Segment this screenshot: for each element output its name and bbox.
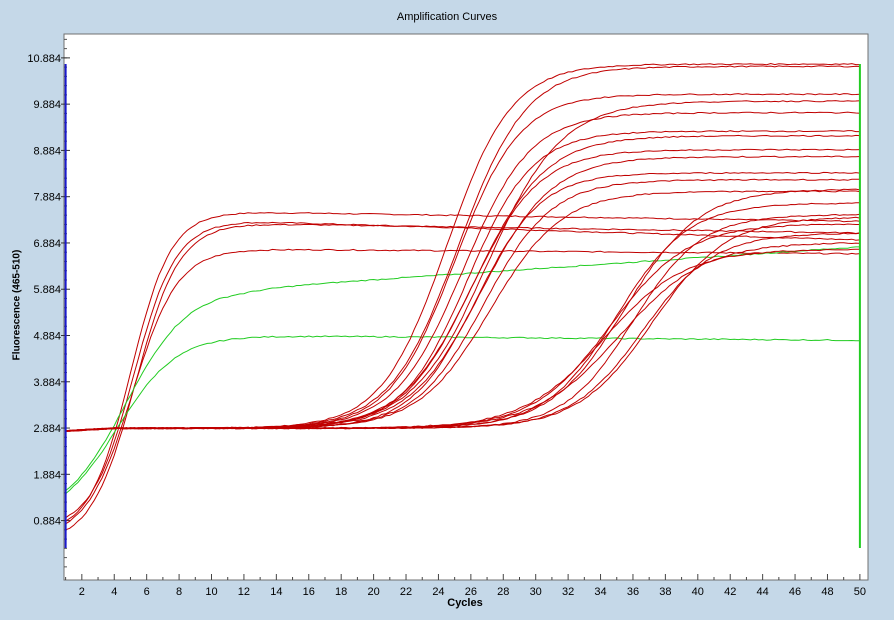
y-tick-label: 10.884: [27, 53, 61, 65]
x-tick-label: 14: [270, 586, 282, 598]
x-tick-label: 38: [659, 586, 671, 598]
x-tick-label: 50: [854, 586, 866, 598]
x-tick-label: 26: [465, 586, 477, 598]
x-tick-label: 32: [562, 586, 574, 598]
x-tick-label: 36: [627, 586, 639, 598]
x-tick-label: 12: [238, 586, 250, 598]
chart-title: Amplification Curves: [396, 11, 498, 23]
x-axis-label: Cycles: [447, 597, 483, 609]
y-tick-label: 8.884: [33, 145, 61, 157]
y-tick-label: 4.884: [33, 331, 61, 343]
x-tick-label: 44: [757, 586, 769, 598]
y-tick-label: 7.884: [33, 192, 61, 204]
x-tick-label: 8: [176, 586, 182, 598]
x-tick-label: 6: [144, 586, 150, 598]
x-axis: 2 4 6 8 10 12 14 16 18 20 22 24 26 28 30 32 34 36 38 40 42 44…: [65, 574, 866, 598]
x-tick-label: 10: [205, 586, 217, 598]
sample-curve: [65, 223, 860, 531]
y-tick-label: 3.884: [33, 377, 61, 389]
x-tick-label: 4: [111, 586, 117, 598]
plot-area: [63, 33, 869, 581]
curves: [65, 62, 861, 531]
x-tick-label: 34: [594, 586, 606, 598]
x-tick-label: 48: [821, 586, 833, 598]
y-tick-label: 5.884: [33, 284, 61, 296]
sample-curve: [65, 248, 860, 432]
y-tick-label: 6.884: [33, 238, 61, 250]
x-tick-label: 2: [79, 586, 85, 598]
x-tick-label: 46: [789, 586, 801, 598]
x-tick-label: 42: [724, 586, 736, 598]
x-tick-label: 18: [335, 586, 347, 598]
y-tick-label: 2.884: [33, 423, 61, 435]
y-tick-label: 0.884: [33, 516, 61, 528]
x-tick-label: 16: [303, 586, 315, 598]
sample-curve: [65, 248, 860, 525]
x-tick-label: 28: [497, 586, 509, 598]
y-tick-label: 1.884: [33, 469, 61, 481]
cycle-markers: [64, 64, 861, 548]
x-tick-label: 22: [400, 586, 412, 598]
x-tick-label: 24: [432, 586, 444, 598]
x-tick-label: 30: [530, 586, 542, 598]
x-tick-label: 20: [367, 586, 379, 598]
y-tick-label: 9.884: [33, 99, 61, 111]
control-curve: [65, 335, 860, 494]
sample-curve: [65, 212, 860, 522]
x-tick-label: 40: [692, 586, 704, 598]
